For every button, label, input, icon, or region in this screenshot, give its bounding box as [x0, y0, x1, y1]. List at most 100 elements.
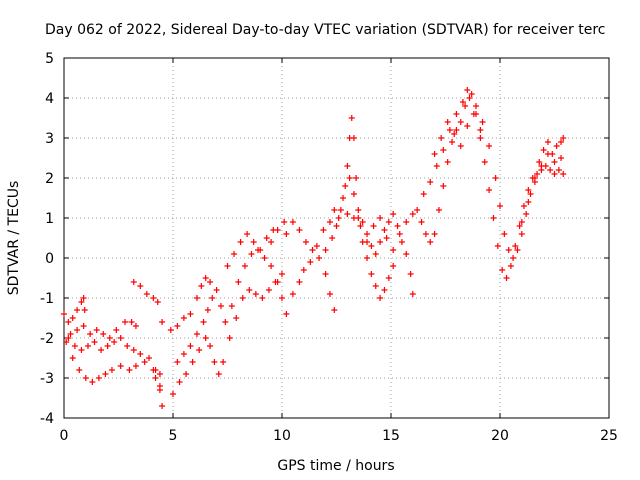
data-point [381, 227, 388, 233]
data-point [82, 375, 89, 381]
data-point [156, 387, 163, 393]
data-point [222, 319, 229, 325]
data-point [204, 307, 211, 313]
data-point [409, 211, 416, 217]
data-point [518, 219, 525, 225]
data-point [233, 315, 240, 321]
data-point [130, 279, 137, 285]
data-point [451, 131, 458, 137]
data-point [261, 255, 268, 261]
data-point [217, 303, 224, 309]
data-point [551, 171, 558, 177]
data-point [486, 187, 493, 193]
data-point [307, 259, 314, 265]
data-point [481, 159, 488, 165]
data-point [523, 211, 530, 217]
data-point [108, 367, 115, 373]
data-point [492, 175, 499, 181]
data-point [65, 319, 72, 325]
data-point [350, 135, 357, 141]
data-point [167, 327, 174, 333]
data-point [111, 339, 118, 345]
data-point [81, 307, 88, 313]
data-point [228, 303, 235, 309]
data-point [490, 215, 497, 221]
data-point [346, 175, 353, 181]
data-point [464, 87, 471, 93]
data-point [231, 251, 238, 257]
data-point [431, 231, 438, 237]
data-point [196, 347, 203, 353]
chart-title: Day 062 of 2022, Sidereal Day-to-day VTE… [45, 22, 605, 38]
data-point [302, 239, 309, 245]
data-point [274, 279, 281, 285]
data-point [80, 323, 87, 329]
data-point [438, 135, 445, 141]
data-point [385, 219, 392, 225]
data-point [187, 343, 194, 349]
data-point [283, 231, 290, 237]
data-point [560, 171, 567, 177]
data-point [106, 335, 113, 341]
data-point [268, 239, 275, 245]
data-point [433, 163, 440, 169]
data-point [348, 115, 355, 121]
data-point [551, 159, 558, 165]
x-tick-label: 10 [273, 428, 291, 444]
data-point [344, 211, 351, 217]
data-point [250, 239, 257, 245]
y-tick-label: 2 [45, 171, 54, 187]
data-point [453, 127, 460, 133]
x-tick-label: 15 [382, 428, 400, 444]
data-point [239, 295, 246, 301]
data-point [427, 179, 434, 185]
data-point [516, 223, 523, 229]
data-point [525, 187, 532, 193]
data-point [449, 139, 456, 145]
data-point [414, 207, 421, 213]
data-point [329, 235, 336, 241]
data-point [403, 251, 410, 257]
y-tick-label: 5 [45, 51, 54, 67]
data-point [159, 403, 166, 409]
data-point [113, 327, 120, 333]
data-point [84, 343, 91, 349]
data-point [316, 255, 323, 261]
data-point [477, 127, 484, 133]
data-point [486, 143, 493, 149]
data-point [71, 343, 78, 349]
data-point [560, 135, 567, 141]
data-point [180, 351, 187, 357]
y-tick-label: 3 [45, 131, 54, 147]
data-point [296, 227, 303, 233]
data-point [183, 371, 190, 377]
data-point [257, 247, 264, 253]
x-tick-label: 0 [60, 428, 69, 444]
data-point [309, 247, 316, 253]
data-point [333, 223, 340, 229]
data-point [154, 299, 161, 305]
data-point [281, 219, 288, 225]
data-point [180, 315, 187, 321]
data-point [189, 359, 196, 365]
y-tick-label: 0 [45, 251, 54, 267]
y-tick-label: 4 [45, 91, 54, 107]
data-point [224, 263, 231, 269]
x-axis-label: GPS time / hours [277, 458, 394, 474]
data-point [344, 163, 351, 169]
data-point [174, 359, 181, 365]
data-point [76, 367, 83, 373]
data-point [444, 159, 451, 165]
data-point [534, 171, 541, 177]
data-point [193, 331, 200, 337]
data-point [130, 347, 137, 353]
data-point [289, 219, 296, 225]
data-point [152, 367, 159, 373]
data-point [322, 247, 329, 253]
data-point [93, 327, 100, 333]
data-point [538, 163, 545, 169]
data-point [74, 327, 81, 333]
y-axis-label: SDTVAR / TECUs [6, 181, 22, 296]
data-point [117, 363, 124, 369]
